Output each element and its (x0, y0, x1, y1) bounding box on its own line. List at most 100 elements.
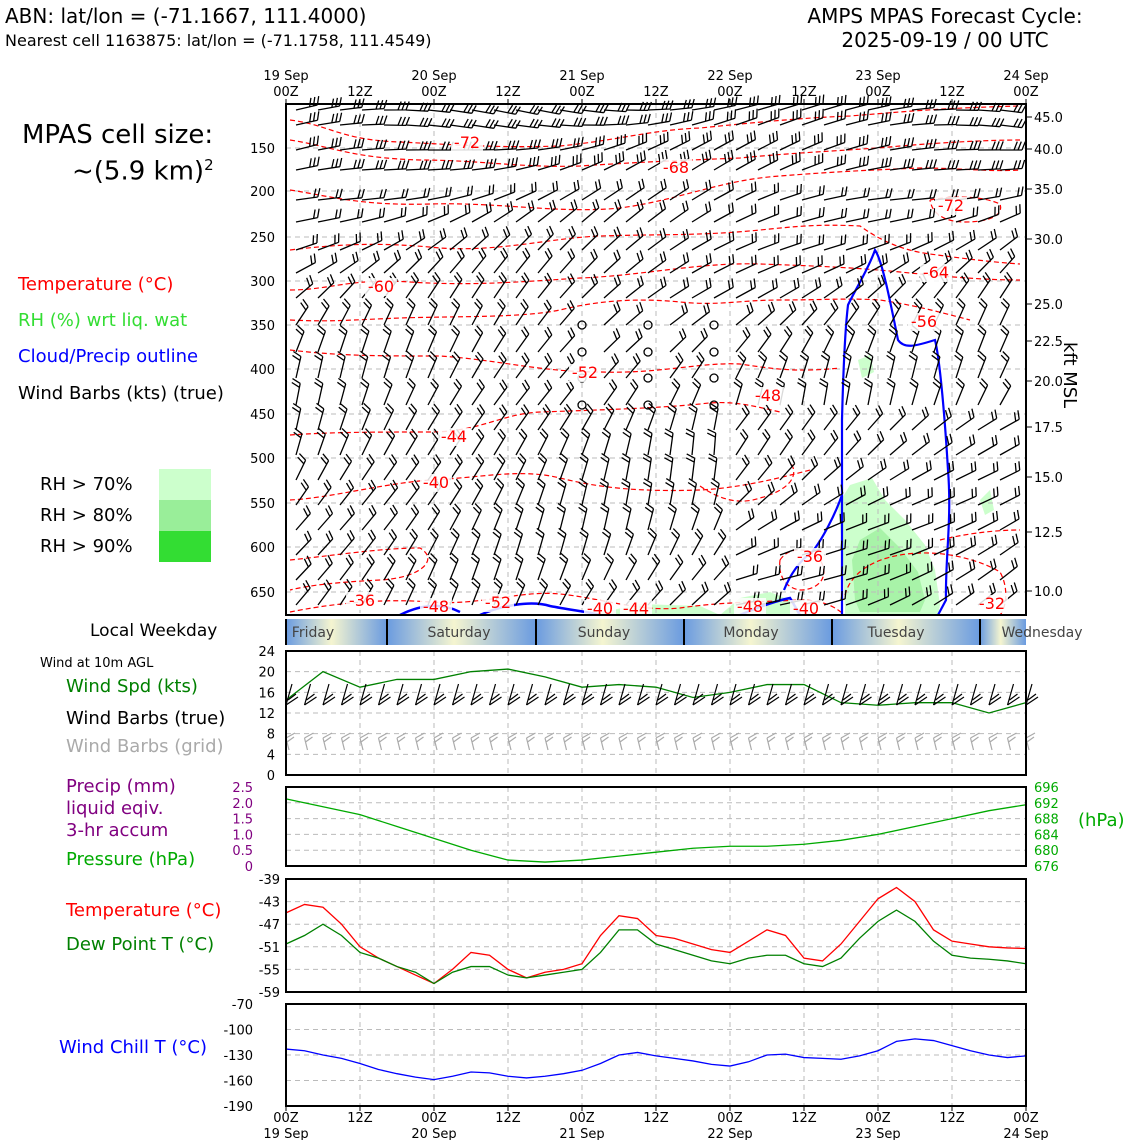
wind-barb (625, 132, 648, 151)
wind-barb-grid (1006, 732, 1017, 751)
wind-barb-surface (618, 683, 632, 706)
wind-barb (757, 130, 779, 151)
pressure-tick: 450 (250, 408, 275, 423)
wind-barb-surface (803, 683, 817, 706)
wind-barb (559, 379, 575, 406)
wind-barb (864, 350, 874, 379)
wind-barb (559, 403, 573, 431)
wind-barb (845, 134, 869, 151)
cycle-line2: 2025-09-19 / 00 UTC (841, 28, 1049, 52)
wind-barb (801, 277, 822, 299)
wind-barb (845, 485, 866, 506)
wind-barb (405, 140, 432, 151)
wind-barb (999, 118, 1027, 129)
wind-barb (317, 579, 332, 606)
calm-circle (577, 347, 587, 357)
kft-tick: 12.5 (1034, 526, 1063, 541)
wind-barb (801, 108, 824, 126)
wind-barb (405, 272, 420, 299)
wind-barb (427, 378, 439, 406)
wind-barb-grid (581, 732, 592, 751)
wind-barb (669, 302, 689, 326)
wind-barb (383, 160, 410, 171)
wind-barb (603, 379, 618, 406)
wind-barb (801, 185, 825, 201)
pressure-tick: 300 (250, 275, 275, 290)
wind-barb (845, 110, 869, 126)
wind-barb-grid (710, 732, 721, 751)
wind-barb (556, 502, 567, 531)
wind-barb (295, 479, 310, 506)
temperature-label: -44 (623, 599, 649, 618)
cloud-outline (782, 494, 844, 591)
kft-tick: 22.5 (1034, 335, 1063, 350)
wind-barb (931, 350, 941, 379)
wind-barb (669, 580, 687, 606)
wind-barb (823, 325, 835, 353)
windchill-panel: -70 -100 -130 -160 -190 (223, 998, 1027, 1115)
wind-barb (933, 139, 960, 151)
wind-barb (955, 434, 976, 456)
wind-barb (823, 254, 845, 274)
wind-barb (889, 158, 915, 171)
wind-barb (999, 298, 1010, 326)
wind-barb (999, 325, 1010, 353)
wind-barb (735, 480, 753, 506)
wind-barb (867, 431, 885, 456)
wind-barb (735, 351, 747, 379)
wind-barb (427, 351, 438, 379)
wind-barb (955, 160, 982, 171)
wind-barb (999, 159, 1026, 171)
wind-barb (823, 539, 847, 556)
wind-barb (823, 565, 847, 581)
cell-size-line2: ~(5.9 km)2 (72, 156, 214, 187)
wind-barb (361, 428, 373, 456)
wind-barb (933, 512, 956, 531)
wind-barb (493, 502, 503, 531)
wind-barb (600, 502, 610, 531)
temperature-label-bg (438, 428, 470, 446)
wind-barb (317, 252, 338, 274)
top-time-tick: 00Z (421, 85, 447, 100)
wind-barb (691, 528, 704, 556)
wind-barb (977, 486, 999, 506)
wind-barb (317, 97, 342, 111)
wind-barb (889, 298, 902, 326)
wind-barb-surface (895, 683, 909, 706)
wind-barb (383, 101, 410, 111)
wind-barb (383, 454, 398, 481)
wind-barb (360, 377, 370, 406)
weekday-label: Saturday (427, 625, 490, 641)
wind-barb (493, 183, 516, 201)
wind-barb (405, 102, 433, 112)
weekday-strip: Friday Saturday Sunday Monday Tuesday Wednesd… (285, 619, 1083, 645)
wind-barb (535, 502, 545, 531)
wind-barb (383, 230, 404, 251)
wind-barb (581, 427, 591, 456)
wind-barb (359, 350, 369, 379)
wind-barb (845, 275, 864, 299)
wind-barb-surface (747, 683, 761, 706)
wind-speed-tick: 16 (258, 686, 275, 701)
wind-barb (317, 453, 330, 481)
pressure-tick: 350 (250, 319, 275, 334)
wind-barb (339, 188, 365, 201)
wind-barb (603, 553, 614, 581)
wind-barb (713, 180, 734, 201)
wind-barb (669, 554, 684, 581)
wind-barb-surface (507, 683, 521, 706)
wind-barb (537, 453, 548, 481)
wind-barb (933, 100, 960, 111)
wind-barb-grid (932, 732, 943, 751)
wind-barb (999, 533, 1019, 556)
pressure-tick: 500 (250, 452, 275, 467)
temperature-label: -32 (979, 594, 1005, 613)
wind-barb (999, 351, 1010, 379)
wind-barb (845, 539, 869, 556)
wind-barb (338, 402, 348, 431)
wind-barb (405, 298, 416, 326)
wind-barb (867, 587, 890, 606)
wind-barb (735, 404, 750, 431)
wind-barb-grid (729, 732, 740, 751)
wind-barb (493, 226, 511, 251)
